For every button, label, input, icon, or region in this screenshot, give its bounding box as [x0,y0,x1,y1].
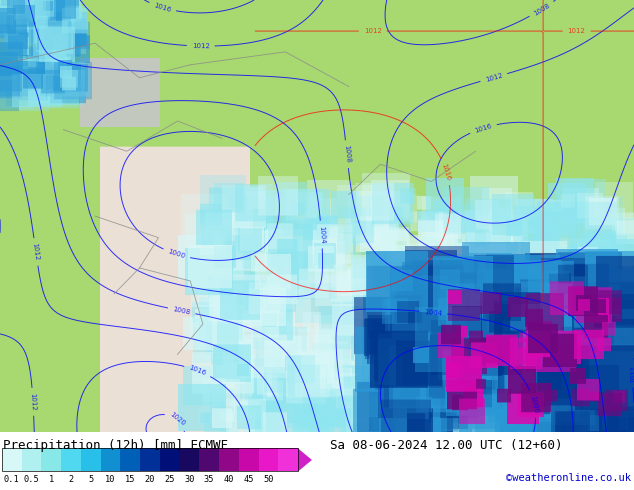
Bar [22,448,41,471]
Text: 15: 15 [125,475,136,484]
Bar [81,448,101,471]
Text: 5: 5 [88,475,93,484]
Bar [2,448,298,471]
Text: 1016: 1016 [188,365,207,377]
Bar [239,448,259,471]
Bar [278,448,298,471]
Text: 1012: 1012 [630,365,634,383]
Text: 1012: 1012 [567,28,586,34]
Text: 50: 50 [263,475,274,484]
Text: 45: 45 [243,475,254,484]
Text: 1016: 1016 [441,162,452,181]
Text: 35: 35 [204,475,214,484]
Bar [259,448,278,471]
Text: 1016: 1016 [474,122,493,134]
Bar [41,448,61,471]
Text: 2: 2 [68,475,74,484]
Text: 1008: 1008 [343,145,351,164]
Bar [199,448,219,471]
Polygon shape [298,448,312,471]
Text: 10: 10 [105,475,116,484]
Bar [2,448,22,471]
Text: 0.1: 0.1 [4,475,20,484]
Text: Precipitation (12h) [mm] ECMWF: Precipitation (12h) [mm] ECMWF [3,439,228,452]
Text: 1004: 1004 [318,225,325,244]
Text: 1016: 1016 [153,2,172,13]
Text: 1008: 1008 [533,2,551,17]
Text: 0.5: 0.5 [23,475,39,484]
Text: 1012: 1012 [32,243,40,261]
Text: 1: 1 [49,475,54,484]
Text: 20: 20 [145,475,155,484]
Bar [179,448,199,471]
Bar [219,448,239,471]
Bar [120,448,140,471]
Bar [140,448,160,471]
Text: 1012: 1012 [191,43,210,49]
Text: ©weatheronline.co.uk: ©weatheronline.co.uk [506,473,631,483]
Text: 1012: 1012 [484,72,503,83]
Text: 1004: 1004 [424,309,443,316]
Text: 1020: 1020 [169,411,186,427]
Text: 1000: 1000 [529,394,539,414]
Text: 1012: 1012 [364,28,382,34]
Text: Sa 08-06-2024 12.00 UTC (12+60): Sa 08-06-2024 12.00 UTC (12+60) [330,439,562,452]
Bar [61,448,81,471]
Text: 30: 30 [184,475,195,484]
Bar [101,448,120,471]
Text: 40: 40 [224,475,234,484]
Text: 1000: 1000 [167,248,186,260]
Text: 1008: 1008 [172,306,191,316]
Bar [160,448,179,471]
Text: 25: 25 [164,475,175,484]
Text: 1012: 1012 [29,392,37,411]
